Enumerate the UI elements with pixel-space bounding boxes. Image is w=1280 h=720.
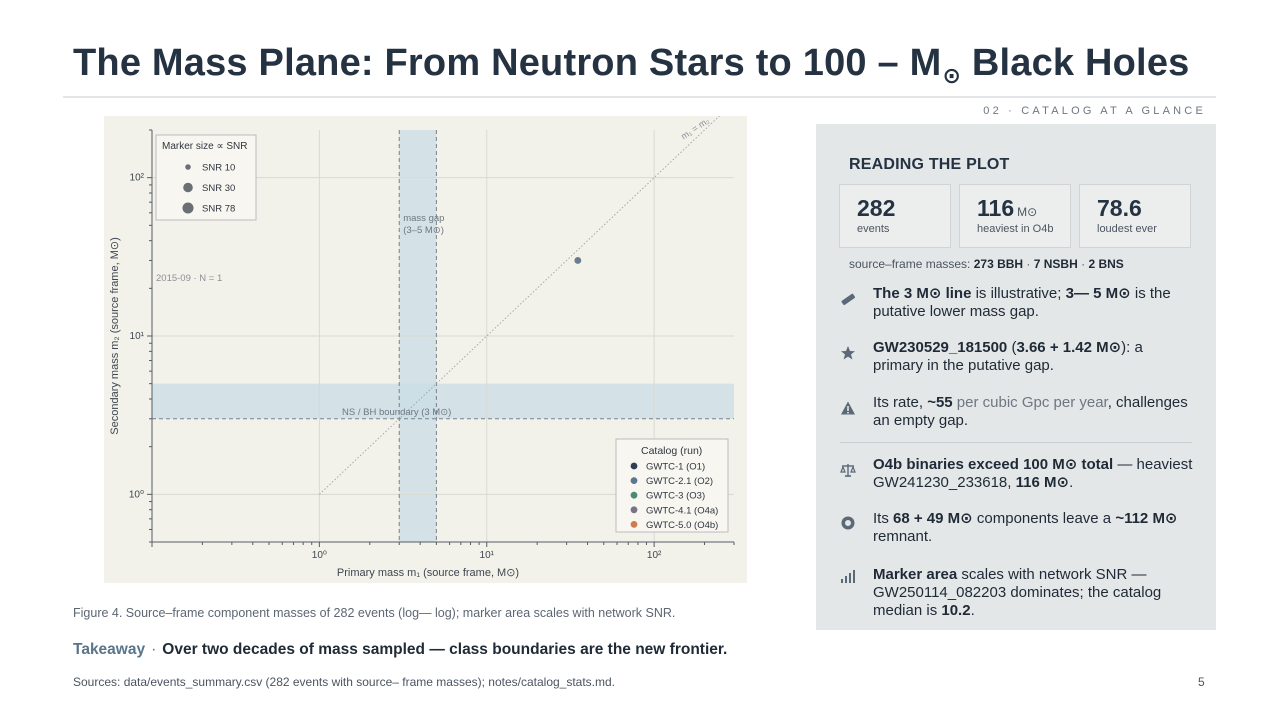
catalog-legend-label: GWTC-1 (O1) <box>646 462 705 473</box>
catalog-legend-marker <box>630 491 638 499</box>
y-tick-label: 10¹ <box>130 331 145 342</box>
stat-unit: M⊙ <box>1017 205 1038 219</box>
y-tick-label: 10² <box>130 173 145 184</box>
stat-loudest: 78.6 loudest ever <box>1079 184 1191 248</box>
note-mass-line: The 3 M⊙ line is illustrative; 3— 5 M⊙ i… <box>873 285 1171 320</box>
stat-value: 78.6 <box>1097 195 1142 221</box>
equal-mass-diagonal <box>319 116 721 495</box>
warning-icon <box>841 401 855 415</box>
size-legend-label: SNR 78 <box>202 204 235 215</box>
note-heaviest: O4b binaries exceed 100 M⊙ total — heavi… <box>873 456 1193 491</box>
star-icon <box>841 346 855 360</box>
catalog-legend-box <box>615 438 729 533</box>
takeaway-label: Takeaway <box>73 641 146 658</box>
catalog-legend-marker <box>630 462 638 470</box>
x-axis-title: Primary mass m₁ (source frame, M⊙) <box>337 567 519 579</box>
panel-divider <box>840 442 1192 443</box>
catalog-legend-marker <box>630 477 638 484</box>
catalog-legend-label: GWTC-5.0 (O4b) <box>646 520 718 531</box>
mass-gap-label: mass gap <box>403 213 444 224</box>
mass-gap-label-range: (3–5 M⊙) <box>403 225 444 236</box>
catalog-legend-label: GWTC-2.1 (O2) <box>646 476 713 487</box>
note-marker-area: Marker area scales with network SNR — GW… <box>873 566 1162 619</box>
mass-breakdown: source–frame masses: 273 BBH · 7 NSBH · … <box>849 257 1124 271</box>
page-title: The Mass Plane: From Neutron Stars to 10… <box>73 42 1190 88</box>
ruler-icon <box>841 293 856 306</box>
ns-bh-boundary-label: NS / BH boundary (3 M⊙) <box>342 407 451 418</box>
x-tick-label: 10¹ <box>480 550 495 561</box>
stat-label: loudest ever <box>1097 223 1157 235</box>
scale-icon <box>840 464 856 477</box>
x-tick-label: 10⁰ <box>312 550 327 561</box>
stat-value: 116 M⊙ <box>977 195 1038 221</box>
size-legend-marker <box>182 202 194 214</box>
takeaway-text: Over two decades of mass sampled — class… <box>162 641 728 658</box>
reading-panel: READING THE PLOT 282 events 116 M⊙ heavie… <box>816 124 1216 630</box>
figure-caption: Figure 4. Source–frame component masses … <box>73 606 676 620</box>
mass-plane-chart: NS / BH boundary (3 M⊙) m₁ = m₂ mass gap(3… <box>109 116 735 579</box>
page-number: 5 <box>1198 675 1205 689</box>
catalog-legend-title: Catalog (run) <box>641 445 702 457</box>
stat-events: 282 events <box>839 184 951 248</box>
size-legend-label: SNR 30 <box>202 183 235 194</box>
takeaway: Takeaway · Over two decades of mass sample… <box>73 641 727 659</box>
panel-title: READING THE PLOT <box>849 156 1010 173</box>
title-divider <box>63 96 1216 98</box>
stat-label: events <box>857 223 890 235</box>
data-point <box>574 257 582 264</box>
signal-bars-icon <box>841 570 855 583</box>
size-legend-marker <box>185 164 191 170</box>
section-label: 02 · CATALOG AT A GLANCE <box>983 105 1206 117</box>
x-tick-label: 10² <box>647 550 662 561</box>
stat-value: 282 <box>857 195 896 221</box>
size-legend-title: Marker size ∝ SNR <box>162 141 248 152</box>
catalog-legend-label: GWTC-4.1 (O4a) <box>646 505 718 516</box>
note-rate: Its rate, ~55 per cubic Gpc per year, ch… <box>873 394 1188 429</box>
y-tick-label: 10⁰ <box>129 489 144 500</box>
y-axis-title: Secondary mass m₂ (source frame, M⊙) <box>109 237 121 434</box>
size-legend-label: SNR 10 <box>202 163 235 174</box>
catalog-legend-marker <box>630 521 638 528</box>
target-icon <box>841 516 855 530</box>
stat-heaviest: 116 M⊙ heaviest in O4b <box>959 184 1071 248</box>
sources-note: Sources: data/events_summary.csv (282 ev… <box>73 675 616 689</box>
diagonal-label: m₁ = m₂ <box>679 116 711 141</box>
mass-gap-band-horizontal <box>152 383 734 419</box>
takeaway-separator: · <box>151 641 157 658</box>
catalog-legend-label: GWTC-3 (O3) <box>646 491 705 502</box>
mass-plane-figure: NS / BH boundary (3 M⊙) m₁ = m₂ mass gap (3… <box>104 116 747 583</box>
size-legend-box <box>155 134 257 221</box>
note-remnant: Its 68 + 49 M⊙ components leave a ~112 M… <box>873 510 1178 545</box>
size-legend-marker <box>183 182 193 193</box>
frame-annotation: 2015-09 · N = 1 <box>156 273 222 284</box>
stat-label: heaviest in O4b <box>977 223 1054 235</box>
note-gap-event: GW230529_181500 (3.66 + 1.42 M⊙): a prim… <box>873 339 1143 374</box>
catalog-legend-marker <box>630 506 638 514</box>
